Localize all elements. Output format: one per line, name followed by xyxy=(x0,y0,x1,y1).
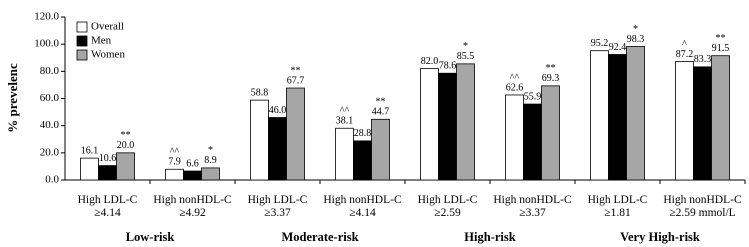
value-label: 91.5 xyxy=(712,43,730,54)
value-label: 85.5 xyxy=(457,51,475,62)
x-tick-label: High LDL-C ≥2.59 xyxy=(418,194,478,219)
significance-marker: ^ xyxy=(682,39,687,50)
significance-marker: ** xyxy=(291,65,301,76)
bar xyxy=(456,63,475,181)
bar xyxy=(626,46,645,181)
bar xyxy=(608,54,627,181)
x-tick-label: High nonHDL-C ≥2.59 mmol/L xyxy=(663,194,742,219)
value-label: 95.2 xyxy=(591,38,609,49)
bar xyxy=(268,117,287,181)
value-label: 67.7 xyxy=(287,75,305,86)
value-label: 20.0 xyxy=(117,140,135,151)
bar xyxy=(98,165,117,181)
significance-marker: ** xyxy=(376,97,386,108)
bar xyxy=(420,68,439,181)
value-label: 28.8 xyxy=(354,128,372,139)
value-label: 38.1 xyxy=(336,116,354,127)
value-label: 87.2 xyxy=(676,49,694,60)
bar xyxy=(183,170,202,181)
bar xyxy=(201,167,220,181)
y-tick-label: 120.0 xyxy=(34,11,59,23)
significance-marker: * xyxy=(208,145,213,156)
x-tick-label: High nonHDL-C ≥4.92 xyxy=(153,194,232,219)
bar xyxy=(286,87,305,181)
group-label: Low-risk xyxy=(126,230,175,244)
value-label: 58.8 xyxy=(251,87,269,98)
y-tick-label: 20.0 xyxy=(40,146,60,158)
significance-marker: ^^ xyxy=(510,72,520,83)
y-tick-label: 80.0 xyxy=(40,65,60,77)
y-tick-label: 60.0 xyxy=(40,92,60,104)
bar xyxy=(371,118,390,181)
bar xyxy=(675,61,694,181)
x-tick-label: High LDL-C ≥4.14 xyxy=(78,194,138,219)
significance-marker: ** xyxy=(121,130,131,141)
significance-marker: ** xyxy=(716,33,726,44)
bar xyxy=(541,85,560,181)
value-label: 62.6 xyxy=(506,82,524,93)
bar xyxy=(250,99,269,181)
value-label: 46.0 xyxy=(269,105,287,116)
value-label: 83.3 xyxy=(694,54,712,65)
y-tick-label: 100.0 xyxy=(34,38,59,50)
bar xyxy=(165,168,184,181)
legend-label: Overall xyxy=(91,21,124,33)
bar xyxy=(116,152,135,181)
y-tick-label: 0.0 xyxy=(45,174,59,186)
bar xyxy=(80,157,99,181)
bar xyxy=(438,72,457,181)
value-label: 78.6 xyxy=(439,61,457,72)
bar xyxy=(505,94,524,181)
group-label: Moderate-risk xyxy=(281,230,358,244)
value-label: 10.6 xyxy=(99,153,117,164)
value-label: 16.1 xyxy=(81,145,99,156)
bar xyxy=(693,66,712,181)
value-label: 55.9 xyxy=(524,91,542,102)
bar xyxy=(335,127,354,181)
value-label: 82.0 xyxy=(421,56,439,67)
group-label: High-risk xyxy=(464,230,515,244)
legend-label: Women xyxy=(91,49,125,61)
value-label: 92.4 xyxy=(609,42,627,53)
value-label: 69.3 xyxy=(542,73,560,84)
legend-swatch xyxy=(76,21,88,33)
value-label: 8.9 xyxy=(204,155,217,166)
x-tick-label: High LDL-C ≥3.37 xyxy=(248,194,308,219)
x-tick-label: High nonHDL-C ≥4.14 xyxy=(323,194,402,219)
y-tick-label: 40.0 xyxy=(40,119,60,131)
significance-marker: ^^ xyxy=(340,106,350,117)
bar xyxy=(590,50,609,181)
legend-label: Men xyxy=(91,35,112,47)
significance-marker: ** xyxy=(546,63,556,74)
bar xyxy=(711,55,730,181)
bar xyxy=(353,140,372,181)
value-label: 44.7 xyxy=(372,107,390,118)
x-tick-label: High LDL-C ≥1.81 xyxy=(588,194,648,219)
value-label: 98.3 xyxy=(627,34,645,45)
bar xyxy=(523,103,542,181)
significance-marker: * xyxy=(633,24,638,35)
significance-marker: * xyxy=(463,41,468,52)
x-tick-label: High nonHDL-C ≥3.37 xyxy=(493,194,572,219)
significance-marker: ^^ xyxy=(170,147,180,158)
y-axis-label: % prevelenc xyxy=(5,63,20,133)
legend-swatch xyxy=(76,49,88,61)
value-label: 6.6 xyxy=(186,158,199,169)
legend-swatch xyxy=(76,35,88,47)
value-label: 7.9 xyxy=(168,157,181,168)
group-label: Very High-risk xyxy=(620,230,700,244)
